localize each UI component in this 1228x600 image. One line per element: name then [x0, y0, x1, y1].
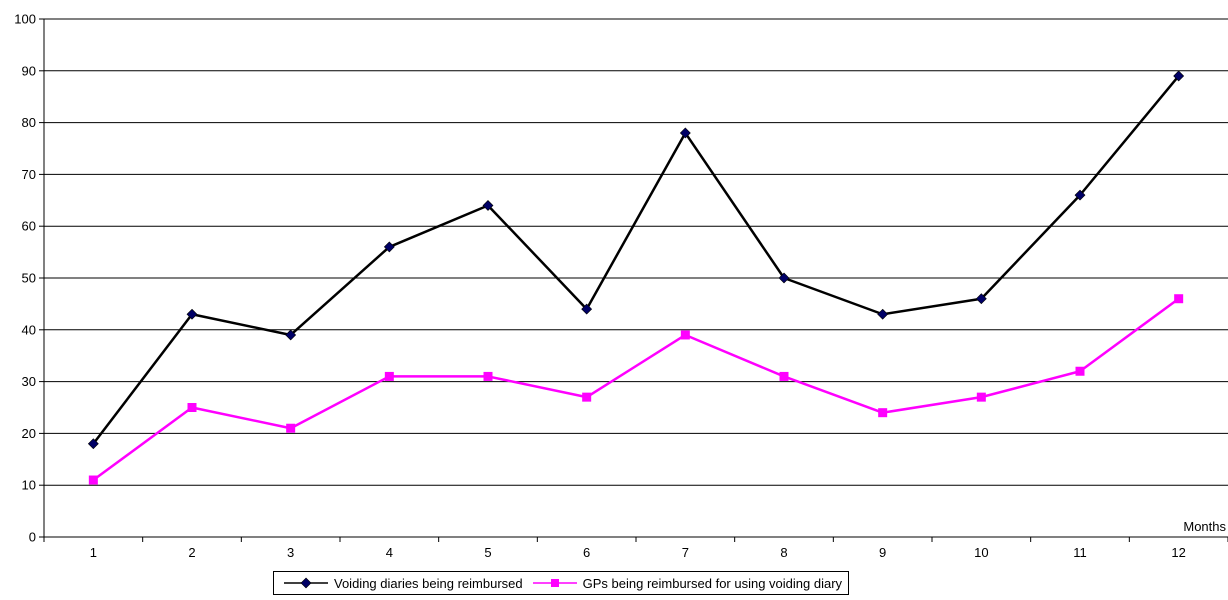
x-tick-label-8: 8: [780, 545, 787, 560]
legend-label-gps-reimbursed: GPs being reimbursed for using voiding d…: [582, 575, 843, 591]
x-tick-label-9: 9: [879, 545, 886, 560]
series-0-point-6: [581, 303, 593, 315]
series-0-point-11: [1074, 189, 1086, 201]
y-tick-label-90: 90: [22, 63, 36, 78]
series-1-point-9: [878, 408, 888, 418]
legend-swatch-voiding-diaries: [284, 577, 328, 589]
y-tick-label-100: 100: [14, 12, 36, 27]
series-1-point-12: [1174, 294, 1184, 304]
series-1-point-4: [384, 371, 394, 381]
x-tick-label-5: 5: [484, 545, 491, 560]
series-0-point-1: [87, 438, 99, 450]
series-0-point-7: [679, 127, 691, 139]
y-tick-label-20: 20: [22, 426, 36, 441]
series-line-0: [92, 75, 1180, 445]
series-0-point-5: [482, 200, 494, 211]
legend: Voiding diaries being reimbursed GPs bei…: [273, 571, 850, 595]
y-tick-label-50: 50: [22, 271, 36, 286]
y-tick-label-80: 80: [22, 115, 36, 130]
series-1-point-11: [1075, 366, 1085, 376]
x-tick-label-10: 10: [974, 545, 988, 560]
series-1-point-6: [582, 392, 592, 402]
series-0-point-9: [877, 308, 889, 320]
series-1-point-2: [187, 403, 197, 412]
y-tick-label-0: 0: [29, 530, 36, 545]
legend-item-voiding-diaries: Voiding diaries being reimbursed: [282, 576, 523, 591]
x-tick-label-2: 2: [188, 545, 195, 560]
y-tick-label-70: 70: [22, 167, 36, 182]
x-tick-label-4: 4: [386, 545, 393, 560]
series-0-point-4: [383, 241, 395, 253]
series-0-point-10: [975, 293, 987, 305]
series-1-point-1: [88, 475, 98, 485]
x-axis-label: Months: [1183, 519, 1226, 534]
y-tick-label-40: 40: [22, 322, 36, 337]
series-1-point-10: [976, 392, 986, 402]
legend-swatch-gps-reimbursed: [532, 579, 577, 587]
series-0-point-8: [778, 272, 790, 284]
series-0-point-2: [186, 308, 198, 320]
series-0-point-12: [1173, 70, 1185, 82]
series-0-point-3: [285, 329, 297, 341]
x-tick-label-1: 1: [90, 545, 97, 560]
series-1-point-7: [680, 330, 690, 340]
x-tick-label-11: 11: [1073, 545, 1087, 560]
x-tick-label-12: 12: [1171, 545, 1185, 560]
x-tick-label-3: 3: [287, 545, 294, 560]
series-1-point-8: [779, 371, 789, 381]
legend-item-gps-reimbursed: GPs being reimbursed for using voiding d…: [531, 576, 842, 591]
y-tick-label-10: 10: [22, 478, 36, 493]
y-tick-label-30: 30: [22, 374, 36, 389]
x-tick-label-6: 6: [583, 545, 590, 560]
y-tick-label-60: 60: [22, 219, 36, 234]
x-tick-label-7: 7: [682, 545, 689, 560]
series-1-point-3: [286, 423, 296, 433]
legend-label-voiding-diaries: Voiding diaries being reimbursed: [334, 575, 523, 591]
series-line-1: [92, 297, 1180, 482]
series-1-point-5: [483, 371, 493, 381]
